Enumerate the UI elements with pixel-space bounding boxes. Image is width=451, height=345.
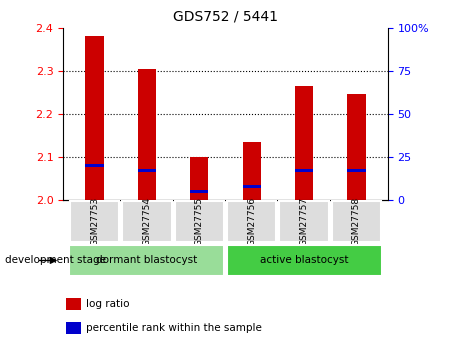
Bar bbox=[190, 190, 208, 193]
Bar bbox=[347, 95, 366, 200]
Bar bbox=[190, 157, 208, 200]
Bar bbox=[295, 169, 313, 172]
FancyBboxPatch shape bbox=[122, 201, 171, 242]
Bar bbox=[66, 322, 81, 334]
Text: development stage: development stage bbox=[5, 256, 106, 265]
Bar bbox=[66, 298, 81, 310]
FancyBboxPatch shape bbox=[227, 201, 276, 242]
Text: GSM27756: GSM27756 bbox=[247, 197, 256, 246]
Text: GSM27753: GSM27753 bbox=[90, 197, 99, 246]
Text: log ratio: log ratio bbox=[86, 299, 129, 309]
Bar bbox=[85, 164, 104, 167]
Text: dormant blastocyst: dormant blastocyst bbox=[97, 256, 198, 265]
Bar bbox=[347, 169, 366, 172]
Text: GSM27757: GSM27757 bbox=[299, 197, 308, 246]
Title: GDS752 / 5441: GDS752 / 5441 bbox=[173, 10, 278, 24]
Text: GSM27755: GSM27755 bbox=[195, 197, 204, 246]
Bar bbox=[85, 36, 104, 200]
FancyBboxPatch shape bbox=[175, 201, 224, 242]
FancyBboxPatch shape bbox=[69, 245, 225, 276]
FancyBboxPatch shape bbox=[280, 201, 329, 242]
Text: GSM27758: GSM27758 bbox=[352, 197, 361, 246]
Bar bbox=[243, 142, 261, 200]
FancyBboxPatch shape bbox=[226, 245, 382, 276]
Text: active blastocyst: active blastocyst bbox=[260, 256, 348, 265]
Bar bbox=[295, 86, 313, 200]
FancyBboxPatch shape bbox=[70, 201, 119, 242]
FancyBboxPatch shape bbox=[332, 201, 381, 242]
Bar bbox=[243, 185, 261, 188]
Bar bbox=[138, 69, 156, 200]
Text: GSM27754: GSM27754 bbox=[143, 197, 152, 246]
Text: percentile rank within the sample: percentile rank within the sample bbox=[86, 323, 262, 333]
Bar bbox=[138, 169, 156, 172]
